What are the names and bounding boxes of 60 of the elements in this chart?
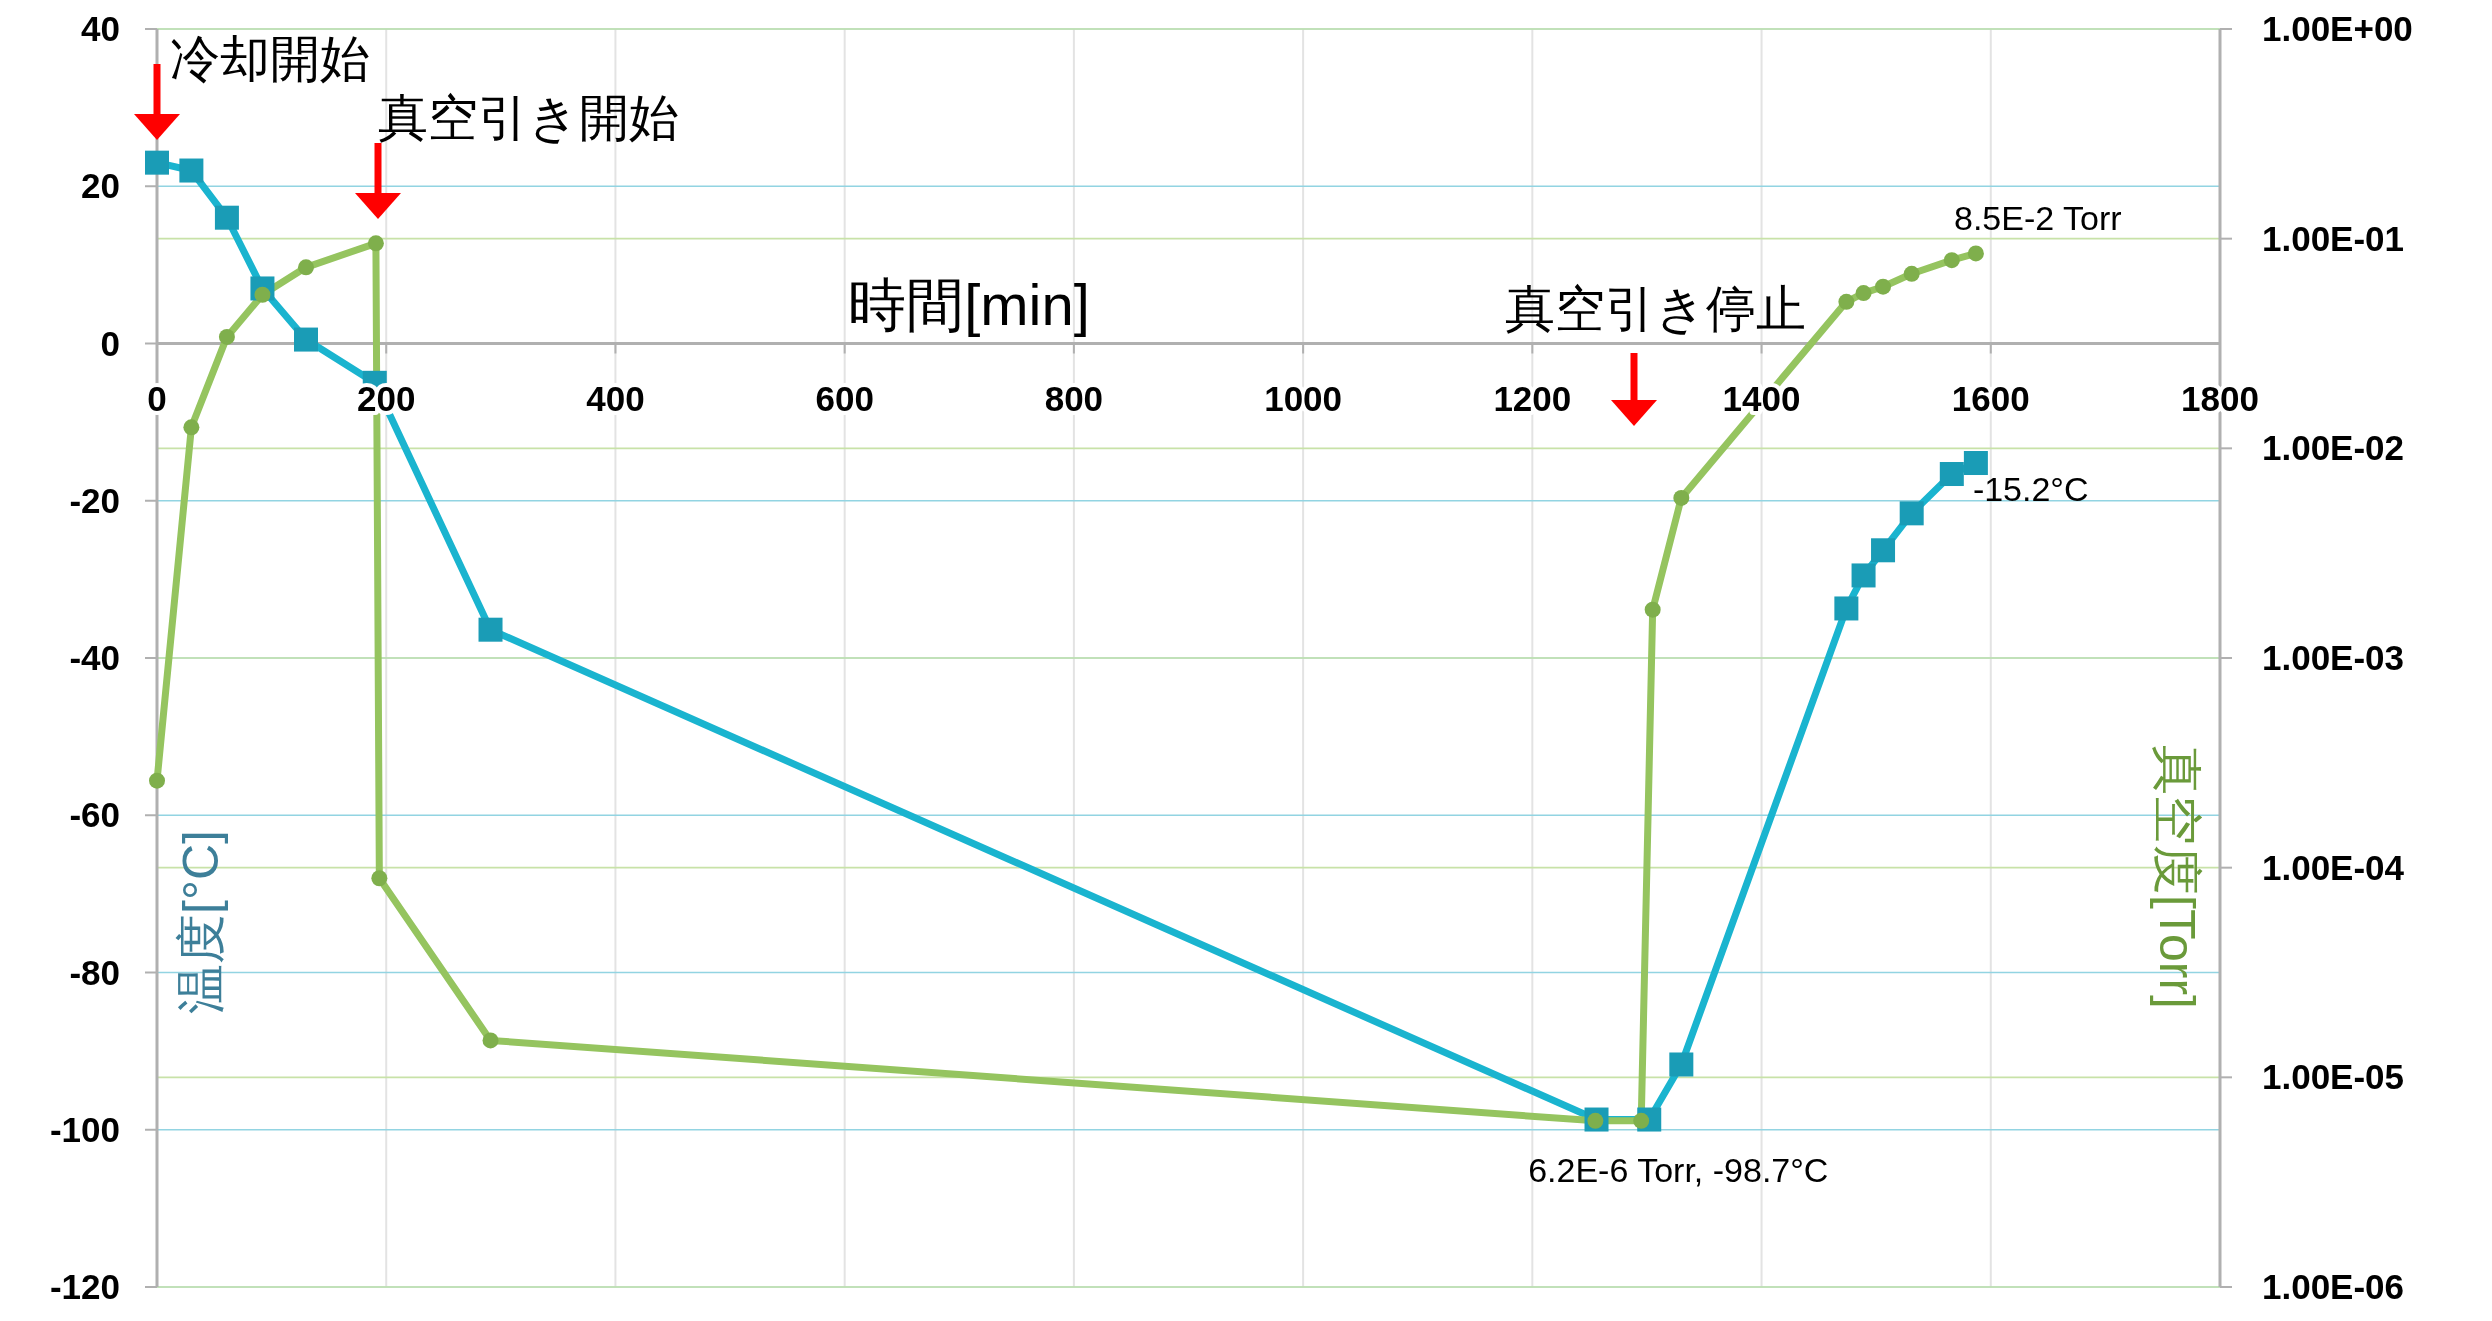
point — [179, 158, 204, 183]
x-axis-title: 時間[min] — [848, 272, 1090, 337]
point — [293, 327, 318, 352]
y-tick-label: -120 — [49, 1267, 120, 1306]
point — [218, 328, 235, 345]
point — [1903, 265, 1920, 282]
point — [1855, 285, 1872, 302]
y-tick-label: 20 — [81, 166, 120, 206]
annotation: 冷却開始 — [170, 31, 370, 87]
y-tick-label: -100 — [49, 1109, 120, 1149]
data-label: -15.2°C — [1972, 470, 2089, 509]
point — [478, 617, 503, 642]
point — [1834, 596, 1859, 621]
point — [1644, 601, 1661, 618]
y2-tick-label: 1.00E-03 — [2262, 638, 2405, 677]
point — [1838, 293, 1855, 310]
point — [1899, 501, 1924, 526]
y2-tick-label: 1.00E-02 — [2262, 428, 2405, 468]
y2-tick-label: 1.00E-05 — [2262, 1057, 2405, 1097]
y-tick-label: -20 — [69, 480, 120, 520]
point — [1871, 538, 1896, 563]
point — [367, 235, 384, 252]
point — [482, 1032, 499, 1049]
y-tick-label: -60 — [69, 795, 120, 835]
y2-tick-label: 1.00E-01 — [2262, 218, 2405, 258]
point — [183, 419, 200, 436]
point — [1967, 245, 1984, 262]
y-tick-label: -80 — [69, 952, 120, 992]
x-tick-label: 0 — [147, 378, 167, 418]
y-axis-title: 温度[°C] — [173, 830, 229, 1014]
point — [297, 259, 314, 276]
point — [1875, 278, 1892, 295]
x-tick-label: 800 — [1044, 378, 1104, 418]
point — [149, 772, 165, 789]
y-tick-label: 40 — [81, 9, 120, 48]
point — [1851, 563, 1876, 588]
point — [1963, 451, 1988, 476]
point — [1673, 489, 1690, 506]
point — [1943, 252, 1960, 269]
point — [371, 870, 388, 887]
x-tick-label: 400 — [586, 378, 645, 418]
annotation: 6.2E-6 Torr, -98.7°C — [1528, 1150, 1829, 1189]
x-tick-label: 1600 — [1951, 378, 2030, 418]
y2-tick-label: 1.00E+00 — [2262, 9, 2413, 48]
annotation: 8.5E-2 Torr — [1954, 199, 2122, 237]
x-tick-label: 1800 — [2181, 378, 2259, 418]
point — [214, 205, 239, 230]
point — [145, 150, 169, 175]
y2-tick-label: 1.00E-04 — [2262, 847, 2405, 887]
y-tick-label: -40 — [69, 638, 120, 677]
x-tick-label: 600 — [815, 378, 874, 418]
x-tick-label: 1200 — [1493, 378, 1572, 418]
annotation: 真空引き開始 — [378, 90, 679, 146]
y2-axis-title: 真空度[Torr] — [2149, 745, 2205, 1009]
annotation: 真空引き停止 — [1505, 281, 1806, 337]
x-tick-label: 1000 — [1264, 378, 1343, 418]
y2-tick-label: 1.00E-06 — [2262, 1267, 2405, 1306]
point — [1939, 462, 1964, 487]
y-tick-label: 0 — [100, 323, 120, 363]
point — [1669, 1052, 1694, 1077]
